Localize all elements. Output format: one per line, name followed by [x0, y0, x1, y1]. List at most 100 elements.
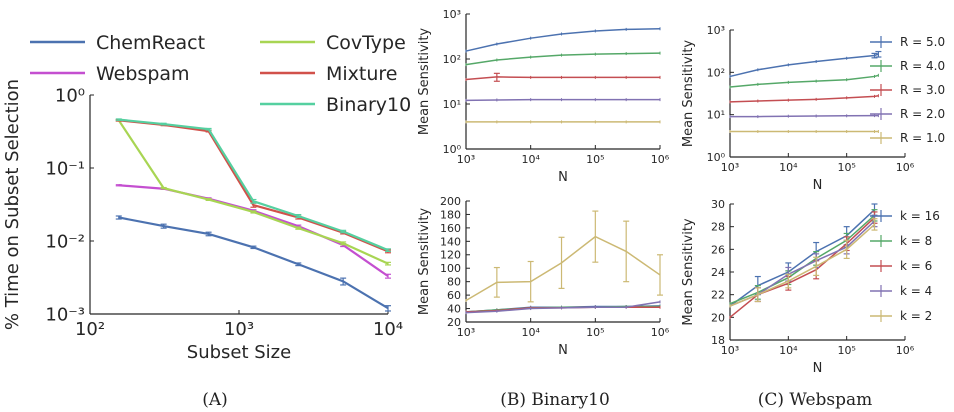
- x-tick-label: 10⁴: [779, 344, 798, 357]
- y-tick-label: 140: [440, 235, 461, 248]
- legend-label: R = 5.0: [900, 35, 945, 49]
- y-tick-label: 10⁰: [443, 143, 462, 156]
- series-r-1-0: [729, 130, 879, 134]
- legend-label: Webspam: [96, 63, 190, 85]
- legend-entry: Mixture: [260, 63, 398, 85]
- legend-entry: k = 4: [870, 284, 932, 298]
- x-tick-label: 10⁶: [896, 344, 915, 357]
- series-line: [729, 94, 879, 103]
- series-4: [465, 300, 661, 315]
- x-tick-label: 10⁵: [837, 344, 855, 357]
- series-covtype: [115, 119, 391, 266]
- y-tick-label: 10⁻¹: [45, 158, 85, 179]
- x-tick-label: 10³: [457, 153, 475, 166]
- series-line: [465, 52, 661, 66]
- legend-label: R = 3.0: [900, 83, 945, 97]
- series-line: [465, 28, 661, 52]
- y-tick-label: 24: [711, 266, 725, 279]
- y-tick-label: 18: [711, 334, 725, 347]
- series-r-5-0: [729, 50, 882, 78]
- y-tick-label: 60: [447, 289, 461, 302]
- y-tick-label: 10²: [443, 53, 461, 66]
- y-tick-label: 40: [447, 303, 461, 316]
- legend-label: R = 1.0: [900, 131, 945, 145]
- series-line: [730, 114, 879, 118]
- legend-entry: R = 3.0: [870, 83, 945, 97]
- x-tick-label: 10³: [224, 319, 254, 340]
- y-axis-label: Mean Sensitivity: [681, 40, 696, 148]
- caption-b: (B) Binary10: [500, 390, 610, 410]
- y-tick-label: 10⁰: [55, 85, 85, 106]
- x-tick-label: 10³: [721, 344, 739, 357]
- legend-entry: Binary10: [260, 94, 411, 116]
- x-tick-label: 10³: [457, 326, 475, 339]
- x-tick-label: 10²: [75, 319, 105, 340]
- series-binary10: [115, 118, 391, 253]
- legend-entry: ChemReact: [30, 32, 205, 54]
- x-axis-label: N: [558, 343, 568, 358]
- legend-label: R = 4.0: [900, 59, 945, 73]
- legend-label: k = 4: [900, 284, 932, 298]
- y-tick-label: 28: [711, 221, 725, 234]
- y-tick-label: 10⁻³: [45, 304, 85, 325]
- y-tick-label: 10²: [707, 66, 725, 79]
- series-line: [729, 209, 876, 307]
- y-tick-label: 22: [711, 289, 725, 302]
- series-3: [465, 98, 661, 102]
- series-line: [117, 119, 389, 265]
- x-tick-label: 10⁵: [837, 161, 855, 174]
- x-axis-label: Subset Size: [187, 342, 291, 363]
- legend-label: k = 6: [900, 259, 932, 273]
- y-tick-label: 100: [440, 262, 461, 275]
- series-line: [465, 235, 661, 302]
- series-line: [465, 98, 660, 102]
- x-tick-label: 10⁶: [896, 161, 915, 174]
- y-tick-label: 80: [447, 276, 461, 289]
- legend-label: k = 8: [900, 234, 932, 248]
- legend-entry: Webspam: [30, 63, 190, 85]
- series-line: [729, 223, 875, 307]
- series-r-2-0: [729, 114, 879, 119]
- series-4: [465, 120, 661, 124]
- legend-label: k = 16: [900, 209, 940, 223]
- series-line: [465, 301, 661, 314]
- x-tick-label: 10⁴: [373, 319, 403, 340]
- legend-entry: k = 6: [870, 259, 932, 273]
- legend-entry: R = 2.0: [870, 107, 945, 121]
- chart-B-top: 10³ 10⁴ 10⁵ 10⁶ 10⁰ 10¹ 10² 10³ N Mean Sensitivit…: [417, 8, 670, 185]
- legend-entry: CovType: [260, 32, 406, 54]
- series-0: [465, 27, 661, 53]
- series-line: [729, 74, 879, 88]
- series-1: [465, 51, 661, 67]
- series-line: [465, 76, 660, 81]
- y-tick-label: 180: [440, 208, 461, 221]
- y-tick-label: 200: [440, 195, 461, 208]
- series-mixture: [115, 119, 391, 254]
- y-tick-label: 10⁰: [707, 151, 726, 164]
- caption-c: (C) Webspam: [758, 390, 873, 410]
- series-webspam: [115, 184, 391, 279]
- y-axis-label: Mean Sensitivity: [417, 208, 432, 316]
- y-tick-label: 26: [711, 243, 725, 256]
- series-r-4-0: [729, 73, 879, 89]
- y-tick-label: 160: [440, 222, 461, 235]
- legend-entry: k = 2: [870, 309, 932, 323]
- series-chemreact: [115, 215, 391, 312]
- x-tick-label: 10⁴: [521, 326, 540, 339]
- legend-label: ChemReact: [96, 32, 205, 54]
- series-line: [118, 119, 389, 253]
- chart-A: 10² 10³ 10⁴ 10⁻³ 10⁻² 10⁻¹ 10⁰ Subset Size % Tim…: [2, 32, 411, 363]
- legend-entry: R = 1.0: [870, 131, 945, 145]
- caption-a: (A): [202, 390, 228, 410]
- y-axis-label: Mean Sensitivity: [417, 28, 432, 136]
- legend-label: k = 2: [900, 309, 932, 323]
- legend-entry: k = 16: [870, 209, 940, 223]
- x-tick-label: 10⁴: [779, 161, 798, 174]
- series-0: [465, 210, 663, 303]
- series-k-16: [729, 203, 878, 308]
- legend-label: Mixture: [326, 63, 398, 85]
- y-tick-label: 120: [440, 249, 461, 262]
- x-tick-label: 10³: [721, 161, 739, 174]
